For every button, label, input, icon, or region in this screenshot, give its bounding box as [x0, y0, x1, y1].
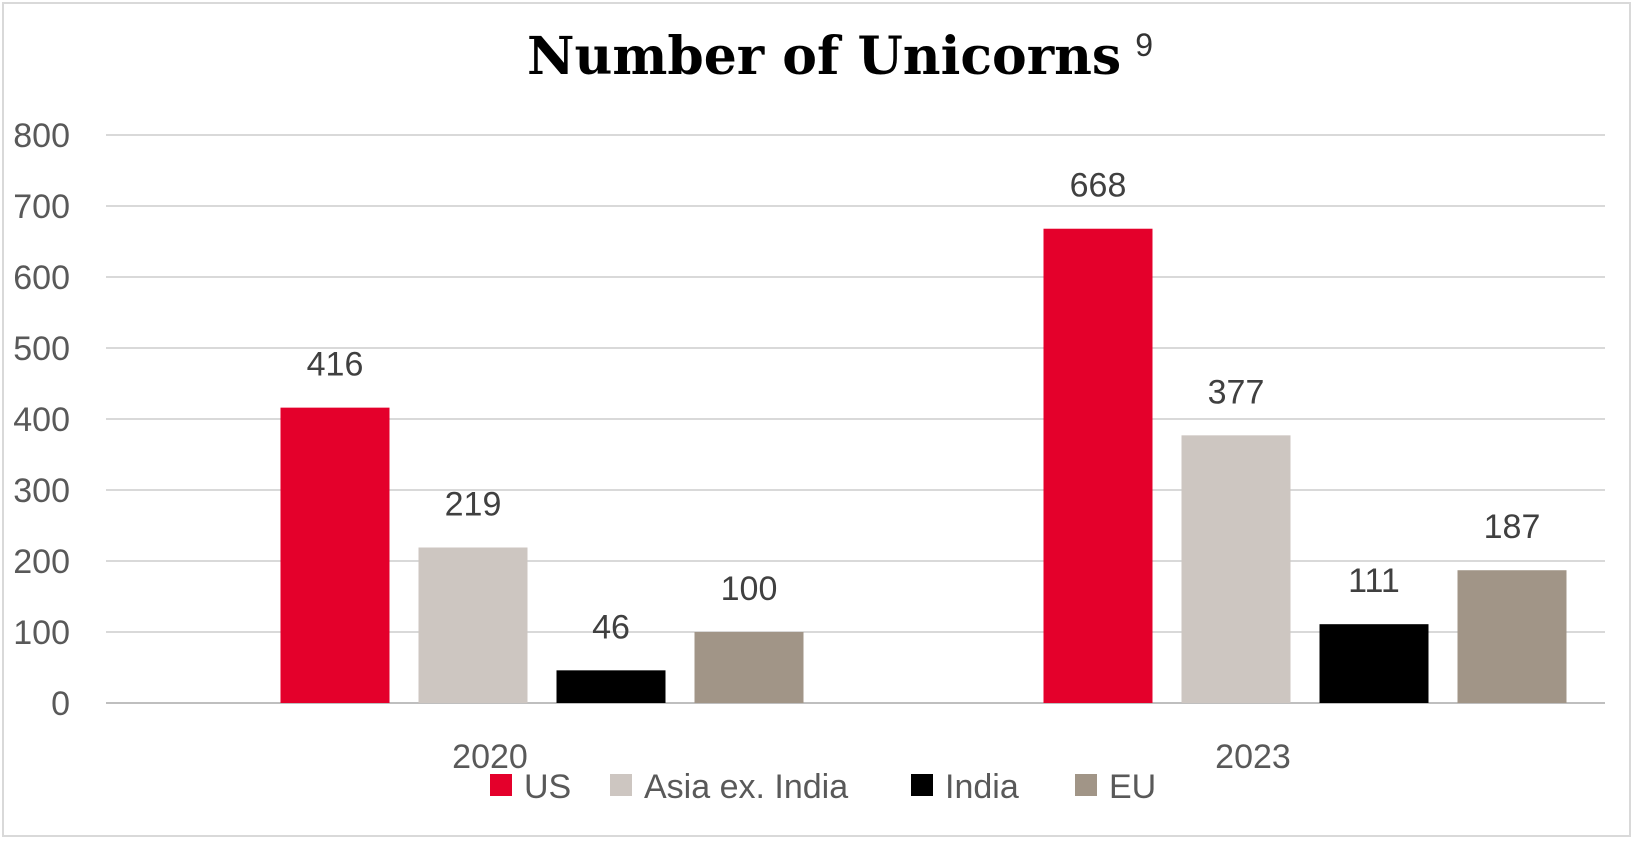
legend-swatch-asia-ex-india: [610, 774, 632, 796]
y-tick-label-800: 800: [13, 117, 70, 155]
y-tick-label-500: 500: [13, 330, 70, 368]
legend-swatch-india: [911, 774, 933, 796]
bar-india-2020: [556, 670, 666, 703]
y-tick-label-700: 700: [13, 188, 70, 226]
legend-label-india: India: [945, 768, 1019, 806]
legend-label-eu: EU: [1109, 768, 1156, 806]
bar-india-2023: [1319, 624, 1429, 703]
chart-title: Number of Unicorns 9: [527, 26, 1153, 87]
data-label-us-2023: 668: [1070, 167, 1127, 205]
data-labels: 416 219 46 100 668 377 111 187: [307, 167, 1541, 647]
bar-eu-2023: [1457, 570, 1567, 703]
x-tick-label-2023: 2023: [1215, 738, 1291, 776]
legend: US Asia ex. India India EU: [490, 768, 1156, 806]
x-axis-tick-labels: 2020 2023: [452, 738, 1291, 776]
x-tick-label-2020: 2020: [452, 738, 528, 776]
legend-item-india: India: [911, 768, 1019, 806]
y-tick-label-0: 0: [51, 685, 70, 723]
y-tick-label-100: 100: [13, 614, 70, 652]
legend-label-us: US: [524, 768, 571, 806]
data-label-asia-ex-india-2020: 219: [445, 486, 502, 524]
data-label-asia-ex-india-2023: 377: [1208, 373, 1265, 411]
bar-us-2020: [280, 407, 390, 703]
legend-item-us: US: [490, 768, 571, 806]
data-label-us-2020: 416: [307, 346, 364, 384]
data-label-india-2020: 46: [592, 608, 630, 646]
legend-label-asia-ex-india: Asia ex. India: [644, 768, 848, 806]
chart-title-text: Number of Unicorns: [527, 26, 1121, 87]
y-tick-label-400: 400: [13, 401, 70, 439]
legend-swatch-us: [490, 774, 512, 796]
legend-swatch-eu: [1075, 774, 1097, 796]
bars: [280, 228, 1567, 703]
y-axis-tick-labels: 0 100 200 300 400 500 600 700 800: [13, 117, 70, 723]
bar-eu-2020: [694, 632, 804, 703]
bar-asia-ex-india-2020: [418, 547, 528, 703]
bar-asia-ex-india-2023: [1181, 435, 1291, 703]
y-tick-label-600: 600: [13, 259, 70, 297]
legend-item-eu: EU: [1075, 768, 1156, 806]
chart-title-superscript: 9: [1135, 27, 1153, 63]
bar-us-2023: [1043, 228, 1153, 703]
data-label-eu-2020: 100: [721, 570, 778, 608]
data-label-india-2023: 111: [1348, 562, 1400, 600]
data-label-eu-2023: 187: [1484, 508, 1541, 546]
y-tick-label-200: 200: [13, 543, 70, 581]
legend-item-asia-ex-india: Asia ex. India: [610, 768, 848, 806]
y-tick-label-300: 300: [13, 472, 70, 510]
